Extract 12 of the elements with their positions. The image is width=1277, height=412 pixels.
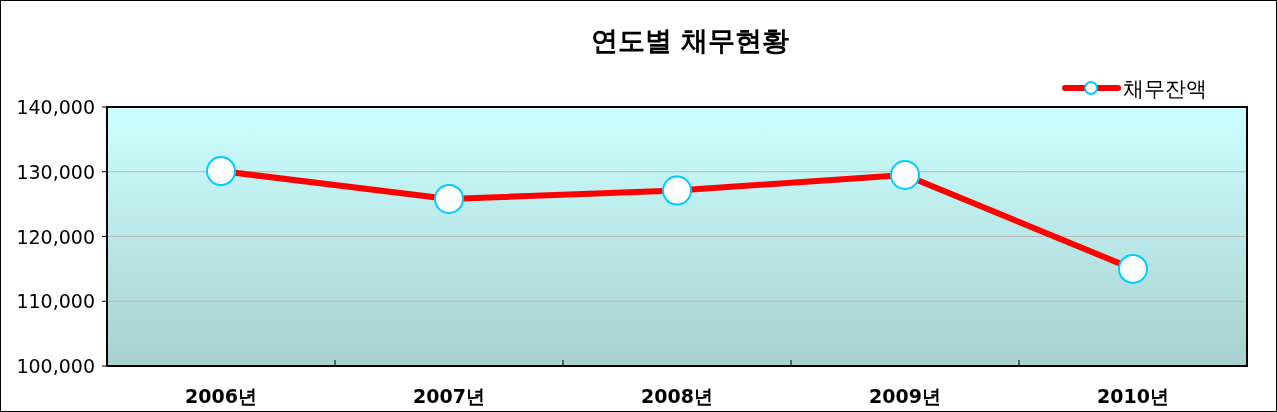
chart-title: 연도별 채무현황 xyxy=(590,25,790,56)
x-tick-label: 2009년 xyxy=(869,385,941,407)
y-tick-label: 100,000 xyxy=(16,355,95,377)
y-tick-label: 110,000 xyxy=(16,290,95,313)
legend-label: 채무잔액 xyxy=(1123,77,1207,101)
y-tick-label: 140,000 xyxy=(16,96,95,118)
x-tick-label: 2007년 xyxy=(413,385,485,407)
x-tick-label: 2006년 xyxy=(185,385,257,407)
y-tick-label: 130,000 xyxy=(16,160,95,183)
x-tick-label: 2010년 xyxy=(1097,385,1169,407)
x-tick-label: 2008년 xyxy=(641,385,713,407)
y-tick-label: 120,000 xyxy=(16,225,95,248)
